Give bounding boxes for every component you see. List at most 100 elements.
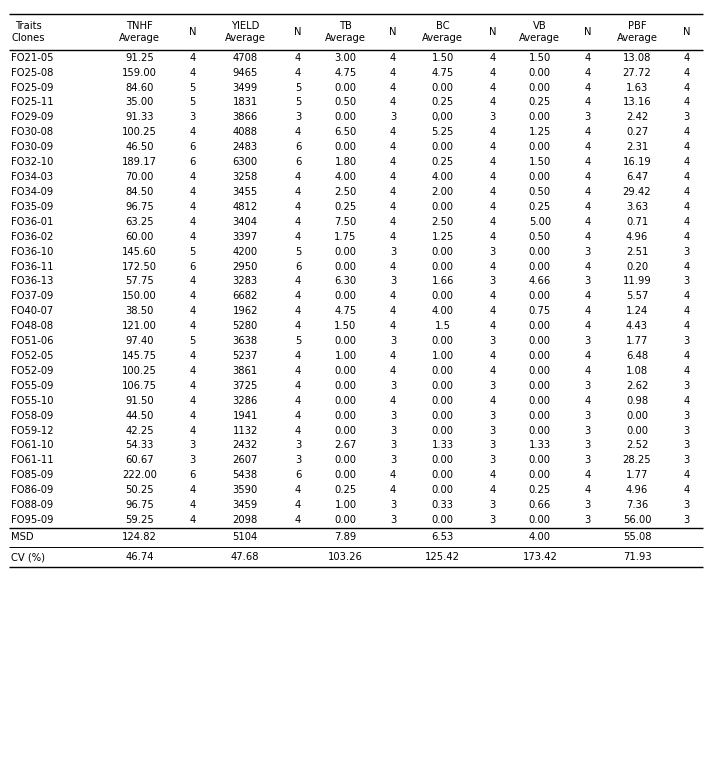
Text: 4812: 4812 — [233, 202, 258, 212]
Text: 4: 4 — [489, 142, 496, 152]
Text: 91.25: 91.25 — [125, 53, 154, 62]
Text: 4: 4 — [295, 217, 301, 227]
Text: 1.63: 1.63 — [626, 82, 648, 93]
Text: 103.26: 103.26 — [328, 552, 363, 562]
Text: 28.25: 28.25 — [623, 455, 651, 466]
Text: 3: 3 — [189, 441, 196, 451]
Text: TB
Average: TB Average — [325, 21, 366, 43]
Text: 4: 4 — [189, 276, 196, 286]
Text: 3: 3 — [489, 425, 496, 435]
Text: 0.25: 0.25 — [529, 202, 551, 212]
Text: 4: 4 — [189, 172, 196, 182]
Text: 4: 4 — [295, 351, 301, 361]
Text: 3: 3 — [389, 113, 396, 123]
Text: 4: 4 — [189, 127, 196, 137]
Text: N: N — [488, 27, 496, 37]
Text: 4: 4 — [389, 396, 396, 406]
Text: 2.42: 2.42 — [626, 113, 648, 123]
Text: 1.75: 1.75 — [334, 231, 357, 242]
Text: 4: 4 — [389, 53, 396, 62]
Text: 4: 4 — [295, 291, 301, 301]
Text: 4: 4 — [489, 157, 496, 167]
Text: 4: 4 — [489, 306, 496, 317]
Text: 0.50: 0.50 — [335, 97, 357, 107]
Text: 3: 3 — [684, 515, 690, 525]
Text: 0.00: 0.00 — [529, 470, 551, 480]
Text: FO25-09: FO25-09 — [11, 82, 54, 93]
Text: 0.00: 0.00 — [335, 366, 357, 376]
Text: 3: 3 — [189, 113, 196, 123]
Text: FO95-09: FO95-09 — [11, 515, 54, 525]
Text: 0.66: 0.66 — [529, 500, 551, 510]
Text: 4: 4 — [295, 396, 301, 406]
Text: 4: 4 — [295, 231, 301, 242]
Text: 3: 3 — [684, 500, 690, 510]
Text: FO51-06: FO51-06 — [11, 336, 54, 346]
Text: 0.00: 0.00 — [529, 396, 551, 406]
Text: 3: 3 — [389, 500, 396, 510]
Text: 4.75: 4.75 — [431, 68, 454, 78]
Text: 4: 4 — [585, 157, 590, 167]
Text: 4: 4 — [389, 82, 396, 93]
Text: 4: 4 — [489, 217, 496, 227]
Text: 0.27: 0.27 — [626, 127, 648, 137]
Text: FO58-09: FO58-09 — [11, 411, 54, 421]
Text: 4: 4 — [684, 217, 690, 227]
Text: 3: 3 — [585, 276, 590, 286]
Text: 4: 4 — [389, 217, 396, 227]
Text: PBF
Average: PBF Average — [617, 21, 658, 43]
Text: 4: 4 — [189, 321, 196, 331]
Text: 3: 3 — [684, 247, 690, 256]
Text: 4: 4 — [585, 97, 590, 107]
Text: 4: 4 — [684, 68, 690, 78]
Text: 42.25: 42.25 — [125, 425, 154, 435]
Text: 0.00: 0.00 — [529, 380, 551, 391]
Text: 4: 4 — [585, 202, 590, 212]
Text: 1.33: 1.33 — [431, 441, 454, 451]
Text: 0.00: 0.00 — [335, 396, 357, 406]
Text: 3: 3 — [684, 380, 690, 391]
Text: 0.00: 0.00 — [529, 68, 551, 78]
Text: 3.63: 3.63 — [626, 202, 648, 212]
Text: 0.00: 0.00 — [431, 455, 454, 466]
Text: 4: 4 — [585, 142, 590, 152]
Text: 3: 3 — [489, 500, 496, 510]
Text: 0.00: 0.00 — [335, 336, 357, 346]
Text: 7.36: 7.36 — [626, 500, 648, 510]
Text: 4: 4 — [684, 321, 690, 331]
Text: 57.75: 57.75 — [125, 276, 154, 286]
Text: 4: 4 — [389, 486, 396, 495]
Text: 91.50: 91.50 — [125, 396, 154, 406]
Text: 4: 4 — [189, 53, 196, 62]
Text: 0.00: 0.00 — [529, 291, 551, 301]
Text: 91.33: 91.33 — [125, 113, 154, 123]
Text: 4: 4 — [189, 425, 196, 435]
Text: 5: 5 — [189, 82, 196, 93]
Text: 4: 4 — [189, 291, 196, 301]
Text: 6.48: 6.48 — [626, 351, 648, 361]
Text: 5: 5 — [295, 82, 301, 93]
Text: 3: 3 — [389, 425, 396, 435]
Text: 4708: 4708 — [233, 53, 258, 62]
Text: 0.00: 0.00 — [529, 336, 551, 346]
Text: 4: 4 — [585, 262, 590, 272]
Text: 4: 4 — [585, 470, 590, 480]
Text: 4: 4 — [295, 202, 301, 212]
Text: 11.99: 11.99 — [623, 276, 651, 286]
Text: 3: 3 — [489, 336, 496, 346]
Text: TNHF
Average: TNHF Average — [119, 21, 160, 43]
Text: 100.25: 100.25 — [122, 366, 157, 376]
Text: 3: 3 — [585, 113, 590, 123]
Text: 4: 4 — [295, 366, 301, 376]
Text: 0.00: 0.00 — [529, 351, 551, 361]
Text: 4: 4 — [684, 157, 690, 167]
Text: 0.25: 0.25 — [431, 157, 454, 167]
Text: 3459: 3459 — [233, 500, 258, 510]
Text: 3: 3 — [295, 441, 301, 451]
Text: 6.50: 6.50 — [335, 127, 357, 137]
Text: 3286: 3286 — [233, 396, 258, 406]
Text: 4: 4 — [489, 470, 496, 480]
Text: 3: 3 — [489, 247, 496, 256]
Text: 3: 3 — [585, 380, 590, 391]
Text: 0.00: 0.00 — [529, 321, 551, 331]
